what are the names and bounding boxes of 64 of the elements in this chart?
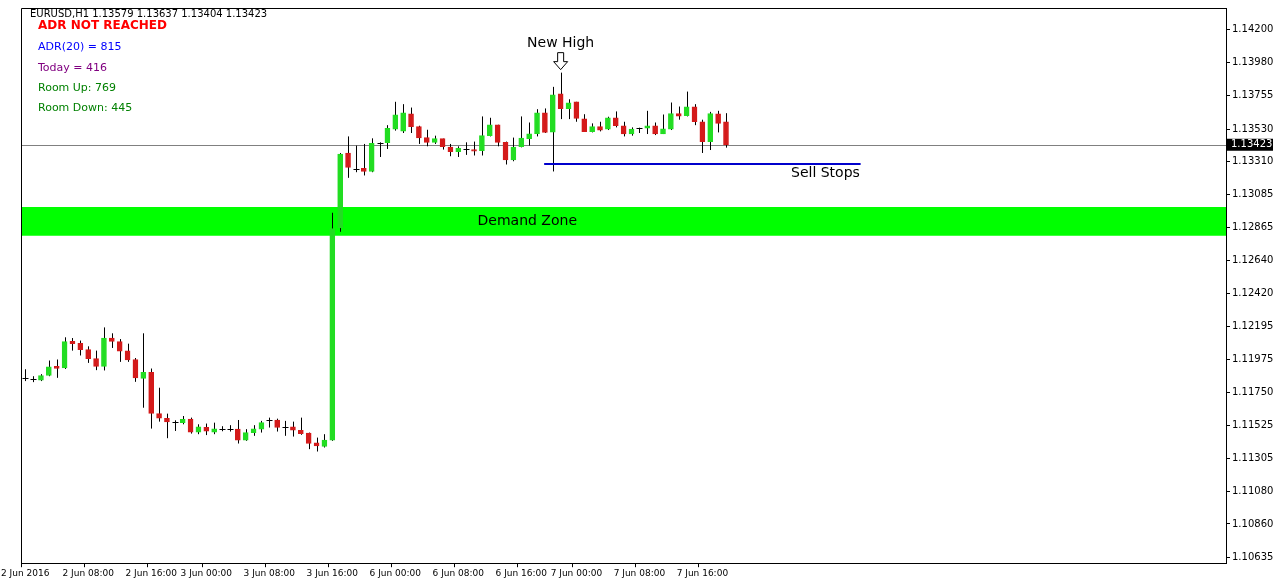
y-tick-label: 1.11750 [1232,385,1274,397]
x-tick-label: 2 Jun 16:00 [125,567,178,578]
candlestick [715,110,721,133]
x-tick-label: 3 Jun 00:00 [180,567,233,578]
candlestick [668,102,674,131]
y-tick-label: 1.12420 [1232,286,1274,298]
candlestick [723,112,729,149]
candlestick [345,135,351,179]
candlestick [518,115,525,148]
candlestick [156,387,162,423]
candlestick [116,338,123,363]
candlestick [526,122,532,147]
candlestick [172,419,179,432]
x-tick-label: 3 Jun 16:00 [306,567,359,578]
y-tick-label: 1.13755 [1232,89,1274,101]
y-tick-label: 1.13085 [1232,188,1274,200]
candlestick [534,108,540,137]
y-tick-label: 1.12865 [1232,220,1274,232]
chart-title: EURUSD,H1 1.13579 1.13637 1.13404 1.13423 [30,7,268,20]
x-tick-label: 7 Jun 08:00 [613,567,666,578]
ref-line-label: 1.13423 [1231,138,1273,150]
y-tick-label: 1.13530 [1232,122,1274,134]
y-tick-label: 1.14200 [1232,23,1274,35]
y-tick-label: 1.13310 [1232,155,1274,167]
series-label: Sell Stops [791,163,860,180]
candlestick [53,358,60,379]
candlestick [479,115,485,156]
candlestick [408,107,414,134]
x-tick-label: 6 Jun 16:00 [495,567,548,578]
annotation: New High [527,34,595,51]
x-tick-label: 7 Jun 00:00 [550,567,603,578]
candlestick [542,107,548,134]
y-tick-label: 1.11975 [1232,352,1274,364]
x-tick-label: 6 Jun 08:00 [432,567,485,578]
x-tick-label: 6 Jun 00:00 [369,567,422,578]
y-tick-label: 1.13980 [1232,56,1274,68]
annotation: Today = 416 [38,61,108,74]
x-tick-label: 7 Jun 16:00 [676,567,729,578]
candlestick [227,424,234,433]
x-tick-label: 3 Jun 08:00 [243,567,296,578]
annotation: Room Down: 445 [38,101,133,114]
y-tick-label: 1.11305 [1232,451,1274,463]
candlestick [282,420,289,437]
annotation: ADR NOT REACHED [38,18,168,32]
x-tick-label: 2 Jun 2016 [1,567,50,578]
y-tick-label: 1.12195 [1232,320,1274,332]
candlestick [266,417,273,429]
candlestick [392,101,399,132]
candlestick [400,103,406,134]
y-tick-label: 1.10635 [1232,550,1274,562]
y-tick-label: 1.10860 [1232,517,1274,529]
candlestick [377,141,384,158]
y-tick-label: 1.11525 [1232,419,1274,431]
band-label: Demand Zone [477,212,577,229]
candlestick [353,145,360,173]
x-tick-label: 2 Jun 08:00 [62,567,115,578]
y-tick-label: 1.11080 [1232,485,1274,497]
candlestick [644,110,651,135]
annotation: Room Up: 769 [38,81,117,94]
candlestick [93,350,99,371]
candlestick [463,141,470,156]
candlestick [140,332,147,409]
y-tick-label: 1.12640 [1232,254,1274,266]
annotation: ADR(20) = 815 [38,40,122,53]
